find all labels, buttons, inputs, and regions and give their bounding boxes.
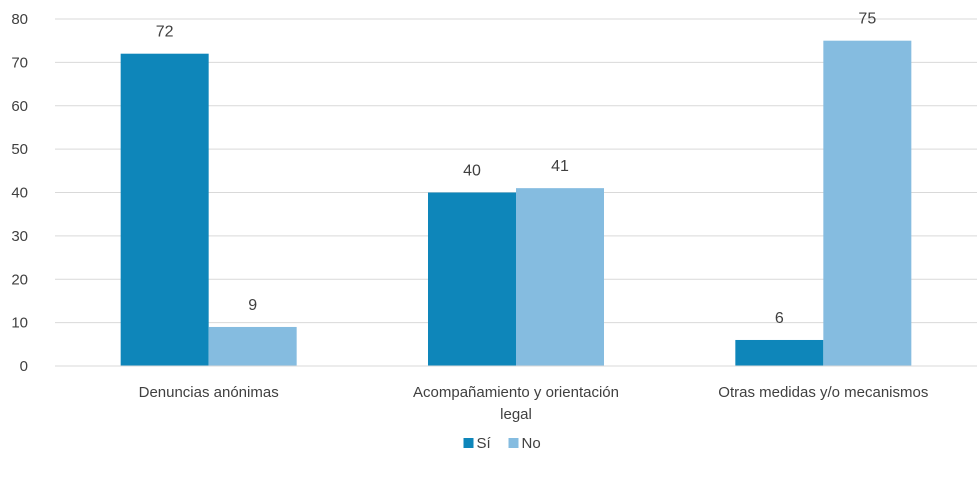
legend: Sí No <box>463 435 541 452</box>
category-labels: Denuncias anónimas Acompañamiento y orien… <box>139 384 929 423</box>
bar <box>208 326 297 366</box>
data-label: 40 <box>463 163 481 180</box>
data-label: 75 <box>858 11 876 28</box>
category-label: Otras medidas y/o mecanismos <box>718 384 928 401</box>
data-labels: 72 9 40 41 6 75 <box>156 11 877 327</box>
y-axis-ticks: 0 10 20 30 40 50 60 70 80 <box>11 11 28 375</box>
legend-label: Sí <box>477 435 492 452</box>
data-label: 9 <box>248 297 257 314</box>
y-tick-label: 20 <box>11 271 28 288</box>
data-label: 6 <box>775 310 784 327</box>
y-tick-label: 50 <box>11 141 28 158</box>
bar <box>428 192 516 366</box>
y-tick-label: 60 <box>11 98 28 115</box>
bars <box>120 40 912 366</box>
y-tick-label: 70 <box>11 54 28 71</box>
legend-label: No <box>522 435 541 452</box>
category-label: legal <box>500 406 532 423</box>
y-tick-label: 10 <box>11 315 28 332</box>
data-label: 72 <box>156 24 174 41</box>
data-label: 41 <box>551 158 569 175</box>
y-tick-label: 40 <box>11 185 28 202</box>
bar <box>120 53 209 366</box>
bar <box>735 339 824 366</box>
legend-swatch <box>463 438 474 448</box>
bar <box>516 188 604 366</box>
legend-swatch <box>508 438 519 448</box>
y-tick-label: 0 <box>20 358 28 375</box>
y-tick-label: 30 <box>11 228 28 245</box>
category-label: Denuncias anónimas <box>139 384 279 401</box>
bar <box>823 40 912 366</box>
category-label: Acompañamiento y orientación <box>413 384 619 401</box>
y-tick-label: 80 <box>11 11 28 28</box>
